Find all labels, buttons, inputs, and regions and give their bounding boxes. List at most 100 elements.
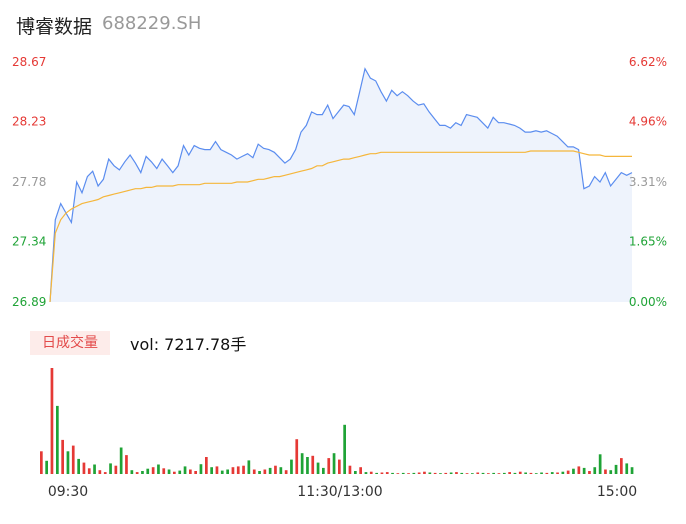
volume-bar [114,465,118,474]
volume-bar [279,467,283,474]
volume-bar [593,467,597,474]
volume-bar [205,457,208,474]
volume-bar [103,472,107,474]
volume-bar [263,469,267,474]
stock-name: 博睿数据 [16,16,93,38]
volume-bar [167,469,171,474]
volume-bar [162,468,166,474]
volume-bar [513,472,517,474]
volume-bar [151,467,155,474]
volume-bar [290,459,293,474]
volume-bar [455,472,458,474]
volume-bar [540,472,543,474]
volume-bar [556,472,559,474]
volume-bar [407,473,410,474]
volume-bar [375,472,378,474]
volume-bar [625,463,629,474]
volume-bar [236,466,240,474]
volume-bar [401,472,405,474]
volume-bar [354,471,357,474]
volume-bar [534,473,538,474]
volume-bar [82,462,86,474]
volume-bar [545,472,549,474]
volume-bar [247,460,251,474]
volume-bar [460,472,464,474]
y-tick-left: 27.78 [12,175,46,189]
volume-bar [391,472,394,474]
volume-bar [66,451,70,474]
volume-bar [582,467,586,474]
volume-bar [364,472,368,474]
volume-bar [396,473,400,474]
volume-bar [524,472,527,474]
volume-bar [109,463,112,474]
volume-bar [359,467,362,474]
volume-bar [380,472,384,474]
y-tick-right: 3.31% [629,175,667,189]
volume-bar [284,470,288,474]
volume-bar [614,464,618,474]
volume-bar [194,471,197,474]
volume-bar [471,473,474,474]
stock-code: 688229.SH [102,13,202,34]
volume-bar [130,470,134,474]
volume-bar [423,471,426,474]
volume-bar [173,471,176,474]
volume-bar [93,464,96,474]
volume-bar [620,458,623,474]
volume-bar [40,451,43,474]
volume-bar [508,472,511,474]
volume-bar [268,467,272,474]
volume-bar [87,468,91,474]
daily-volume-badge[interactable]: 日成交量 [30,331,110,355]
volume-bar [300,453,304,474]
volume-bar [252,469,256,474]
y-tick-right: 0.00% [629,295,667,309]
price-chart: 28.67 6.62% 28.23 4.96% 27.78 3.31% 27.34 1.65%… [12,55,667,309]
volume-bar [385,472,389,474]
volume-bar [609,470,613,474]
volume-bar [529,472,533,474]
y-tick-left: 26.89 [12,295,46,309]
volume-bar [417,472,421,474]
x-tick: 09:30 [48,484,88,500]
volume-bar [487,473,490,474]
y-tick-right: 4.96% [629,114,667,128]
y-tick-left: 28.23 [12,114,46,128]
volume-bar [189,469,192,474]
volume-bar [497,473,501,474]
volume-bar [119,447,123,474]
volume-bar [295,439,299,474]
volume-bar [199,464,203,474]
volume-bar [588,471,591,474]
volume-bar [327,458,331,474]
volume-bar [369,471,373,474]
volume-bar [444,472,448,474]
volume-bar [348,465,352,474]
volume-readout: vol: 7217.78手 [130,335,247,354]
volume-bar [550,472,554,474]
volume-bar [332,453,336,474]
x-tick: 15:00 [597,484,637,500]
volume-bar [316,462,320,474]
volume-bar [77,458,80,474]
volume-bar [258,471,261,474]
volume-bar [135,472,139,474]
x-tick: 11:30/13:00 [297,484,382,500]
volume-bar [210,467,213,474]
volume-bar [561,471,565,474]
volume-bar [433,472,437,474]
y-tick-right: 1.65% [629,234,667,248]
volume-bar [157,464,160,474]
y-tick-left: 28.67 [12,55,46,69]
volume-bar [125,455,128,474]
volume-bar [604,469,607,474]
volume-bar [231,467,235,474]
volume-bar [215,466,219,474]
y-tick-right: 6.62% [629,55,667,69]
volume-bar [141,471,144,474]
price-line [49,67,633,303]
average-line [49,150,632,303]
